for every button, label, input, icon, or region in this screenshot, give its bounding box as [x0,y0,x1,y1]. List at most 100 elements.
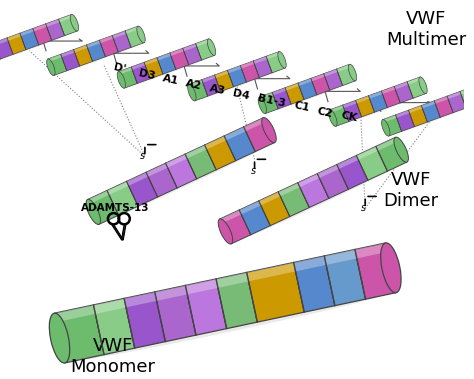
Polygon shape [33,24,52,45]
Polygon shape [447,91,461,99]
Ellipse shape [86,199,100,224]
Polygon shape [324,249,357,265]
Ellipse shape [382,119,390,136]
Polygon shape [421,101,440,122]
Text: B1-3: B1-3 [256,93,286,109]
Polygon shape [205,136,226,149]
Polygon shape [157,53,171,61]
Ellipse shape [129,57,210,86]
Polygon shape [382,86,395,94]
Polygon shape [88,190,118,224]
Polygon shape [272,88,291,109]
Polygon shape [54,305,95,322]
Polygon shape [73,45,92,66]
Polygon shape [170,48,189,69]
Polygon shape [155,285,187,301]
Polygon shape [383,115,401,136]
Text: s: s [361,203,366,213]
Polygon shape [125,26,144,47]
Ellipse shape [58,44,139,74]
Ellipse shape [207,39,216,55]
Polygon shape [356,96,374,117]
Text: D3: D3 [137,68,156,81]
Polygon shape [46,19,64,40]
Polygon shape [185,279,218,294]
Polygon shape [266,52,285,73]
Polygon shape [216,273,257,329]
Polygon shape [247,262,296,281]
Polygon shape [216,273,249,288]
Polygon shape [124,292,165,348]
Ellipse shape [218,219,233,244]
Polygon shape [86,40,100,48]
Ellipse shape [328,110,337,126]
Polygon shape [239,201,270,235]
Polygon shape [330,105,344,113]
Text: s: s [251,166,256,176]
Polygon shape [324,249,365,305]
Polygon shape [189,80,203,87]
Polygon shape [253,56,267,64]
Polygon shape [59,14,73,22]
Ellipse shape [117,72,126,88]
Polygon shape [317,164,348,199]
Ellipse shape [393,105,474,135]
Polygon shape [20,28,39,50]
Polygon shape [107,181,128,195]
Polygon shape [317,164,339,178]
Polygon shape [224,127,255,161]
Polygon shape [196,39,215,60]
Polygon shape [460,87,474,94]
Polygon shape [396,110,410,118]
Ellipse shape [472,87,474,103]
Ellipse shape [46,59,55,75]
Polygon shape [244,118,265,131]
Polygon shape [355,243,396,299]
Polygon shape [224,127,246,140]
Polygon shape [228,66,241,73]
Polygon shape [285,83,299,91]
Polygon shape [343,100,357,108]
Polygon shape [189,80,208,101]
Polygon shape [121,224,126,240]
Polygon shape [93,298,126,314]
Text: VWF
Multimer: VWF Multimer [386,10,466,49]
Polygon shape [157,53,176,74]
Polygon shape [337,64,351,72]
Polygon shape [185,145,207,158]
Ellipse shape [0,33,73,62]
Polygon shape [219,210,251,244]
Ellipse shape [270,82,351,112]
Ellipse shape [340,95,421,125]
Polygon shape [447,91,466,113]
Polygon shape [202,75,216,83]
Polygon shape [185,279,227,335]
Polygon shape [394,81,408,89]
Polygon shape [272,88,286,96]
Text: A2: A2 [185,78,203,91]
Polygon shape [112,31,131,52]
Text: s: s [140,151,145,161]
Polygon shape [343,100,362,122]
Polygon shape [294,256,326,271]
Text: A3: A3 [209,83,227,96]
Polygon shape [61,50,80,71]
Polygon shape [86,40,105,61]
Polygon shape [61,50,75,57]
Text: A1: A1 [161,73,179,86]
Polygon shape [376,137,407,171]
Polygon shape [183,44,197,51]
Polygon shape [146,163,177,197]
Polygon shape [376,137,398,151]
Polygon shape [337,155,368,190]
Polygon shape [165,154,197,188]
Polygon shape [394,81,413,103]
Polygon shape [48,54,67,75]
Polygon shape [421,101,435,108]
Ellipse shape [188,84,196,101]
Polygon shape [215,70,228,78]
Polygon shape [170,48,184,56]
Polygon shape [383,115,397,122]
Polygon shape [112,224,123,240]
Ellipse shape [200,70,281,99]
